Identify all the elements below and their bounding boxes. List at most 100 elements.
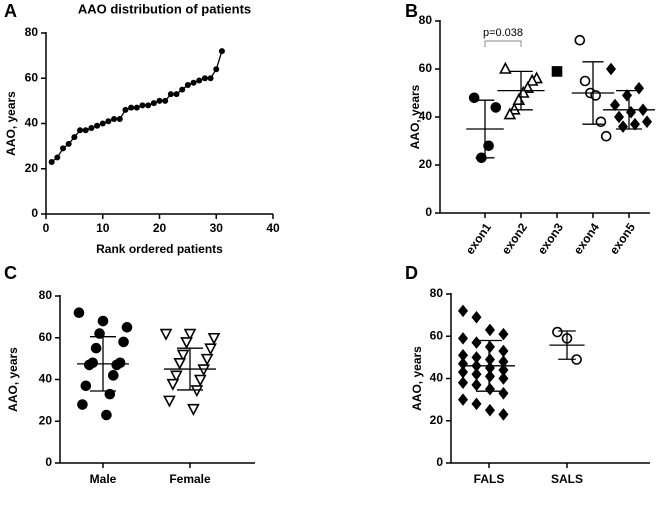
point bbox=[88, 125, 95, 132]
y-axis-label: AAO, years bbox=[6, 347, 20, 412]
point bbox=[97, 315, 109, 327]
point bbox=[498, 344, 509, 358]
point bbox=[629, 117, 641, 131]
point bbox=[167, 91, 174, 98]
y-tick-label: 40 bbox=[25, 116, 39, 130]
point bbox=[633, 81, 645, 95]
point bbox=[490, 102, 502, 113]
point bbox=[498, 372, 509, 385]
y-tick-label: 40 bbox=[430, 371, 444, 385]
point bbox=[128, 104, 135, 111]
y-tick-label: 60 bbox=[25, 70, 39, 84]
point bbox=[471, 367, 482, 381]
point bbox=[162, 97, 169, 104]
point bbox=[173, 91, 180, 98]
point bbox=[166, 378, 180, 391]
point bbox=[503, 107, 517, 120]
point bbox=[150, 100, 157, 107]
point bbox=[116, 115, 123, 122]
x-tick-label: 40 bbox=[266, 221, 280, 235]
point bbox=[600, 130, 612, 142]
y-tick-label: 0 bbox=[45, 455, 52, 469]
point bbox=[122, 106, 129, 113]
point bbox=[94, 122, 101, 129]
y-tick-label: 60 bbox=[430, 328, 444, 342]
chart-title: AAO distribution of patients bbox=[78, 1, 251, 16]
point bbox=[613, 110, 625, 124]
x-tick-label: FALS bbox=[474, 472, 505, 486]
point bbox=[498, 327, 509, 341]
x-tick-label: exon1 bbox=[463, 220, 495, 257]
point bbox=[121, 322, 133, 333]
point bbox=[193, 374, 207, 387]
point bbox=[77, 399, 88, 410]
point bbox=[579, 75, 591, 87]
point bbox=[609, 98, 621, 112]
point bbox=[197, 364, 211, 377]
point bbox=[54, 154, 61, 161]
point bbox=[94, 328, 105, 339]
point bbox=[80, 380, 92, 392]
point bbox=[145, 102, 152, 109]
panel-letter: A bbox=[4, 1, 17, 21]
point bbox=[90, 342, 102, 354]
y-tick-label: 80 bbox=[25, 25, 39, 39]
x-tick-label: 10 bbox=[96, 221, 110, 235]
point bbox=[60, 145, 67, 152]
point bbox=[159, 328, 173, 341]
point bbox=[187, 403, 200, 416]
point bbox=[621, 89, 633, 102]
x-tick-label: exon4 bbox=[571, 220, 603, 257]
y-tick-label: 40 bbox=[39, 372, 53, 386]
point bbox=[163, 395, 176, 408]
point bbox=[471, 310, 482, 324]
y-tick-label: 0 bbox=[436, 455, 443, 469]
point bbox=[139, 102, 146, 109]
point bbox=[173, 357, 187, 371]
point bbox=[574, 34, 586, 46]
point bbox=[207, 75, 214, 82]
x-tick-label: 30 bbox=[210, 221, 224, 235]
point bbox=[201, 75, 208, 82]
y-tick-label: 40 bbox=[419, 109, 433, 123]
point bbox=[133, 104, 140, 111]
y-axis-label: AAO, years bbox=[410, 346, 424, 411]
panel-letter: C bbox=[4, 263, 17, 283]
point bbox=[483, 140, 494, 152]
point bbox=[457, 304, 469, 318]
point bbox=[156, 97, 163, 104]
point bbox=[176, 349, 190, 362]
significance-bracket bbox=[484, 40, 522, 47]
y-tick-label: 20 bbox=[39, 413, 53, 427]
x-tick-label: exon3 bbox=[535, 220, 567, 257]
point bbox=[218, 48, 225, 55]
point bbox=[104, 388, 116, 400]
point bbox=[617, 120, 629, 133]
point bbox=[457, 332, 469, 345]
panel-letter: B bbox=[405, 1, 418, 21]
point bbox=[77, 127, 84, 134]
y-tick-label: 0 bbox=[425, 205, 432, 219]
point bbox=[551, 66, 563, 77]
point bbox=[484, 403, 495, 417]
point bbox=[48, 158, 55, 165]
x-tick-label: Male bbox=[90, 472, 117, 486]
y-tick-label: 20 bbox=[25, 161, 39, 175]
point bbox=[484, 323, 495, 337]
point bbox=[204, 343, 217, 356]
y-tick-label: 80 bbox=[39, 288, 53, 302]
point bbox=[498, 387, 509, 400]
annotation: p=0.038 bbox=[483, 27, 523, 39]
point bbox=[118, 336, 129, 348]
point bbox=[111, 115, 118, 122]
x-tick-label: exon5 bbox=[607, 220, 639, 257]
x-axis-label: Rank ordered patients bbox=[96, 242, 223, 256]
y-tick-label: 20 bbox=[430, 413, 444, 427]
point bbox=[71, 134, 78, 141]
point bbox=[641, 115, 653, 129]
x-tick-label: 0 bbox=[43, 221, 50, 235]
point bbox=[179, 86, 186, 93]
x-tick-label: SALS bbox=[551, 472, 583, 486]
point bbox=[484, 340, 495, 354]
